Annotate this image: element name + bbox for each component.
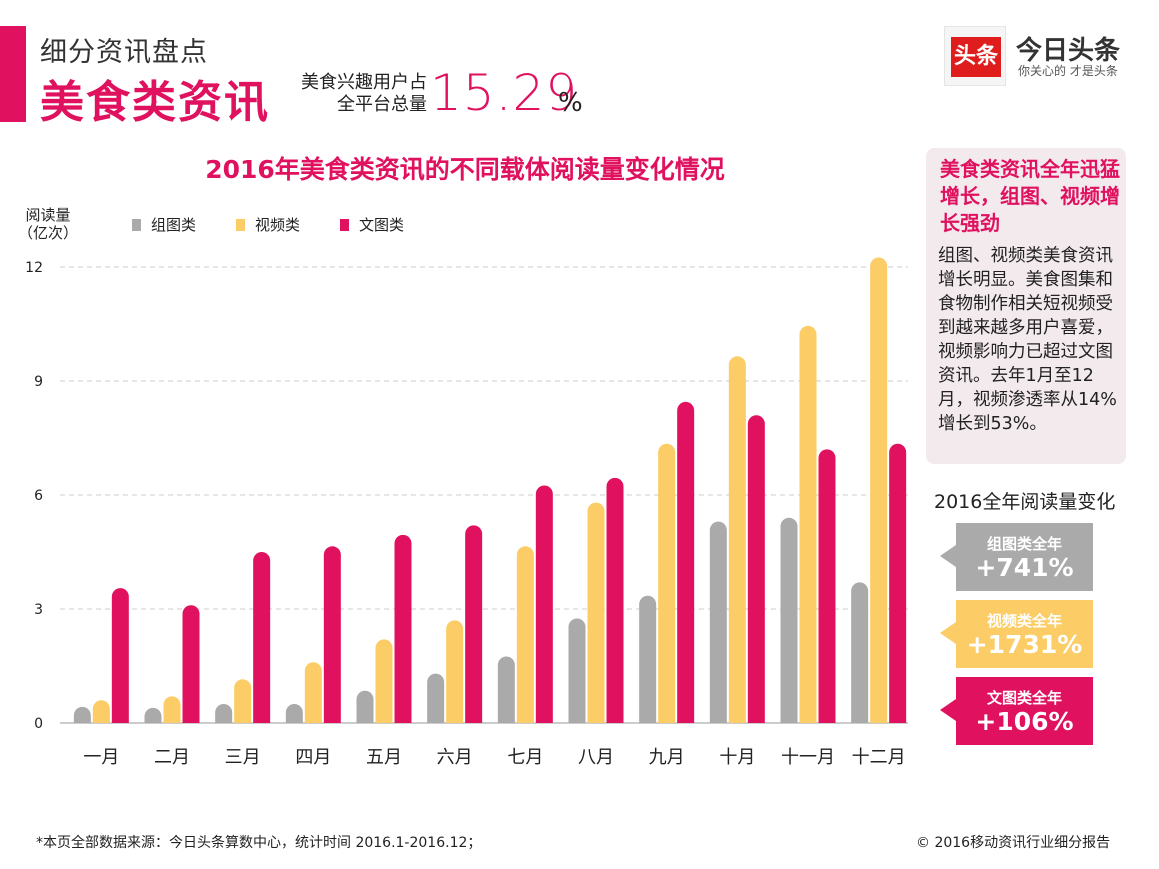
x-tick-label: 五月 <box>366 747 402 768</box>
bar-video <box>304 662 322 723</box>
accent-bar <box>0 26 26 122</box>
legend-label-video: 视频类 <box>255 216 301 234</box>
bar-gallery <box>285 704 303 723</box>
stat-label: 美食兴趣用户占 全平台总量 <box>285 72 427 116</box>
legend-label-gallery: 组图类 <box>151 216 197 234</box>
y-axis-label-line2: （亿次） <box>18 224 79 242</box>
chart-title: 2016年美食类资讯的不同载体阅读量变化情况 <box>205 155 725 184</box>
y-tick-label: 12 <box>25 260 43 276</box>
change-badge-value: +1731% <box>966 630 1083 659</box>
legend-item-video: 视频类 <box>236 214 300 235</box>
bar-gallery <box>215 704 233 723</box>
change-badge-video: 视频类全年 +1731% <box>940 600 1093 668</box>
bar-video <box>163 696 181 723</box>
x-tick-label: 二月 <box>154 747 190 768</box>
change-badge-value: +106% <box>975 707 1074 736</box>
bar-article <box>253 552 271 723</box>
page-title: 美食类资讯 <box>40 77 270 128</box>
bar-gallery <box>73 706 91 723</box>
x-tick-label: 六月 <box>437 747 473 768</box>
x-tick-label: 七月 <box>507 747 543 768</box>
y-tick-label: 0 <box>34 716 43 732</box>
x-tick-label: 四月 <box>295 747 331 768</box>
legend-swatch-article <box>340 218 350 231</box>
bar-gallery <box>144 707 162 723</box>
x-tick-label: 十月 <box>719 747 755 768</box>
toutiao-logo: 头条 今日头条 你关心的 才是头条 <box>944 26 1134 86</box>
bar-article <box>606 477 624 723</box>
legend-swatch-video <box>236 218 246 231</box>
bar-article <box>111 588 129 723</box>
legend-item-gallery: 组图类 <box>132 214 196 235</box>
x-tick-label: 八月 <box>578 747 614 768</box>
bar-chart: 0 3 6 9 12 一月 二月 三月 四月 五月 六月 七月 八月 九月 十月 十一月 十二月 <box>25 257 908 768</box>
legend-item-article: 文图类 <box>340 214 404 235</box>
bar-video <box>658 443 676 723</box>
data-source-note: *本页全部数据来源：今日头条算数中心，统计时间 2016.1-2016.12； <box>36 835 482 851</box>
bar-video <box>92 700 110 723</box>
y-tick-label: 3 <box>34 602 43 618</box>
bar-gallery <box>639 595 657 723</box>
insight-panel: 美食类资讯全年迅猛增长，组图、视频增长强劲 组图、视频类美食资讯增长明显。美食图… <box>926 148 1126 464</box>
legend-swatch-gallery <box>132 218 141 231</box>
bar-video <box>234 679 252 723</box>
logo-mark-box: 头条 <box>944 26 1006 86</box>
x-tick-label: 九月 <box>649 747 685 768</box>
stat-unit: % <box>558 88 583 118</box>
copyright: © 2016移动资讯行业细分报告 <box>916 835 1111 851</box>
bar-article <box>182 605 200 723</box>
legend-label-article: 文图类 <box>359 216 405 234</box>
change-badge-gallery: 组图类全年 +741% <box>940 523 1093 591</box>
x-tick-label: 三月 <box>225 747 261 768</box>
change-badge-label: 视频类全年 <box>986 612 1062 630</box>
y-tick-label: 6 <box>34 488 43 504</box>
change-badge-value: +741% <box>975 553 1074 582</box>
change-badge-article: 文图类全年 +106% <box>940 677 1093 745</box>
bar-article <box>465 525 483 723</box>
x-tick-label: 十一月 <box>781 747 835 768</box>
stat-label-line1: 美食兴趣用户占 <box>301 72 427 93</box>
stat-value: 15.29 <box>430 64 579 122</box>
bar-gallery <box>497 656 515 723</box>
change-badge-label: 组图类全年 <box>986 535 1062 553</box>
bar-video <box>446 620 464 723</box>
bar-gallery <box>851 582 869 723</box>
change-badge-label: 文图类全年 <box>986 689 1062 707</box>
bar-video <box>516 546 534 723</box>
bar-article <box>394 534 412 723</box>
bar-gallery <box>356 690 374 723</box>
page-subtitle: 细分资讯盘点 <box>40 37 208 68</box>
x-tick-label: 一月 <box>83 747 119 768</box>
y-axis-label: 阅读量 （亿次） <box>18 206 78 242</box>
logo-name: 今日头条 <box>1016 36 1121 66</box>
insight-body: 组图、视频类美食资讯增长明显。美食图集和食物制作相关短视频受到越来越多用户喜爱，… <box>938 246 1117 434</box>
bar-video <box>728 356 746 723</box>
bar-video <box>870 257 888 723</box>
bar-gallery <box>568 618 586 723</box>
bar-article <box>323 546 341 723</box>
x-tick-label: 十二月 <box>852 747 906 768</box>
bar-video <box>587 502 605 723</box>
bar-gallery <box>780 517 798 723</box>
bar-article <box>818 449 836 723</box>
y-axis-label-line1: 阅读量 <box>25 206 71 224</box>
logo-mark: 头条 <box>951 37 1001 77</box>
chart-legend: 组图类 视频类 文图类 <box>132 214 404 235</box>
bar-video <box>799 325 817 723</box>
bar-article <box>889 443 907 723</box>
logo-slogan: 你关心的 才是头条 <box>1018 64 1118 78</box>
bar-video <box>375 639 393 723</box>
y-tick-label: 9 <box>34 374 43 390</box>
bar-article <box>535 485 553 723</box>
insight-heading: 美食类资讯全年迅猛增长，组图、视频增长强劲 <box>940 157 1120 235</box>
annual-change-title: 2016全年阅读量变化 <box>934 491 1116 513</box>
bar-gallery <box>427 673 445 723</box>
bar-gallery <box>709 521 727 723</box>
bar-article <box>747 415 765 723</box>
stat-label-line2: 全平台总量 <box>337 94 427 115</box>
bar-article <box>677 401 695 723</box>
